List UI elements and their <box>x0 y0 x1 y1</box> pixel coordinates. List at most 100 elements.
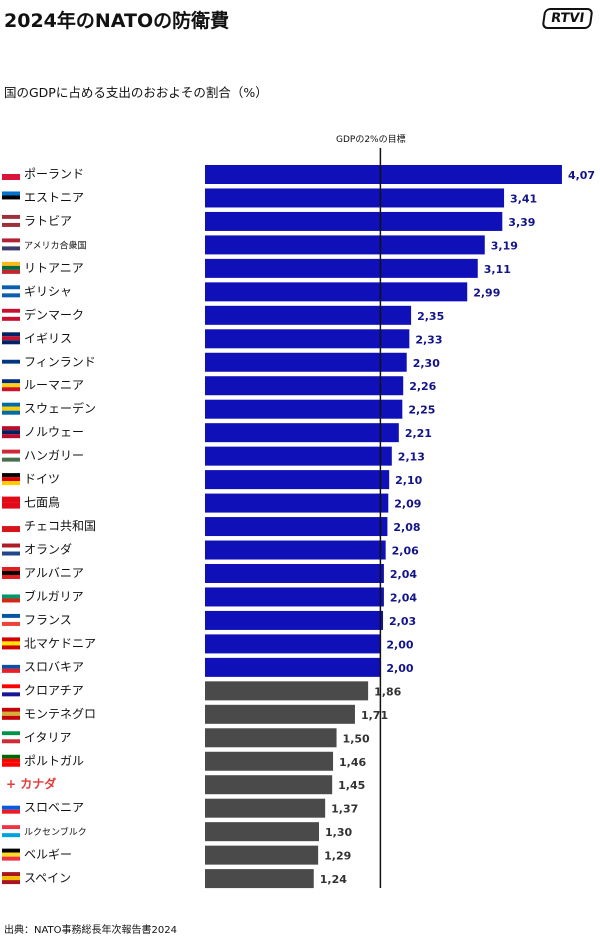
flag-icon-stripe <box>2 574 20 579</box>
value-label: 2,00 <box>386 662 413 675</box>
value-label: 1,86 <box>374 685 401 698</box>
flag-icon-stripe <box>2 363 20 368</box>
flag-icon-stripe <box>2 453 20 458</box>
bar <box>205 188 505 208</box>
flag-icon-stripe <box>2 316 20 321</box>
country-label: ベルギー <box>24 848 72 862</box>
flag-icon-stripe <box>2 637 20 642</box>
flag-icon-stripe <box>2 387 20 392</box>
flag-icon-stripe <box>2 645 20 650</box>
flag-icon-stripe <box>2 688 20 693</box>
bar <box>205 305 412 325</box>
value-label: 4,07 <box>568 169 595 182</box>
flag-icon-stripe <box>2 876 20 881</box>
value-label: 1,24 <box>320 873 347 886</box>
country-label: スウェーデン <box>24 401 96 416</box>
bar <box>205 493 389 513</box>
flag-icon-stripe <box>2 174 20 180</box>
flag-icon-stripe <box>2 520 20 527</box>
bar <box>205 258 478 278</box>
flag-icon-stripe <box>2 739 20 744</box>
country-label: オランダ <box>24 542 72 557</box>
flag-icon-stripe <box>2 402 20 407</box>
flag-icon-stripe <box>2 566 20 571</box>
flag-icon-stripe <box>2 383 20 388</box>
value-label: 2,30 <box>413 357 440 370</box>
flag-icon-stripe <box>2 410 20 415</box>
flag-icon-stripe <box>2 332 20 337</box>
bar <box>205 470 390 490</box>
flag-icon-stripe <box>2 641 20 646</box>
value-label: 1,71 <box>361 709 388 722</box>
country-label: リトアニア <box>24 261 84 275</box>
flag-icon-stripe <box>2 308 20 313</box>
bar <box>205 798 326 818</box>
flag-icon-stripe <box>2 473 20 478</box>
bar <box>205 610 384 630</box>
country-label: チェコ共和国 <box>24 519 96 533</box>
bar <box>205 704 355 724</box>
country-label: アメリカ合衆国 <box>24 239 87 251</box>
reference-line-label: GDPの2%の目標 <box>336 135 406 145</box>
flag-icon-stripe <box>2 359 20 364</box>
flag-icon-stripe <box>2 551 20 556</box>
value-label: 2,09 <box>394 498 421 511</box>
value-label: 2,04 <box>390 568 417 581</box>
value-label: 1,50 <box>343 732 370 745</box>
flag-icon-stripe <box>2 265 20 270</box>
source-note: 出典：NATO事務総長年次報告書2024 <box>4 925 177 936</box>
flag-icon-stripe <box>2 872 20 877</box>
flag-icon-stripe <box>2 218 20 223</box>
value-label: 2,03 <box>389 615 416 628</box>
value-label: 3,41 <box>510 192 537 205</box>
value-label: 2,13 <box>398 451 425 464</box>
flag-icon-stripe <box>2 707 20 712</box>
bar <box>205 822 320 842</box>
bar <box>205 681 369 701</box>
flag-icon-stripe <box>2 214 20 219</box>
flag-icon-stripe <box>2 238 20 243</box>
country-label: フィンランド <box>24 355 96 369</box>
flag-icon-stripe <box>2 754 20 759</box>
country-label: ギリシャ <box>24 284 72 298</box>
value-label: 2,08 <box>393 521 420 534</box>
country-label: スロベニア <box>24 801 84 815</box>
flag-icon-stripe <box>2 430 20 435</box>
flag-icon-stripe <box>2 692 20 697</box>
country-label: ポーランド <box>24 167 84 181</box>
country-label: クロアチア <box>24 683 84 697</box>
country-label: スロバキア <box>24 660 84 674</box>
flag-icon-stripe <box>2 261 20 266</box>
country-label: ハンガリー <box>24 449 84 463</box>
country-label: エストニア <box>24 190 84 204</box>
bar <box>205 775 333 795</box>
flag-icon-stripe <box>2 801 20 806</box>
bar <box>205 399 403 419</box>
value-label: 2,00 <box>386 638 413 651</box>
flag-icon-stripe <box>2 289 20 294</box>
flag-icon-stripe <box>2 805 20 810</box>
flag-icon-stripe <box>2 355 20 360</box>
flag-icon-stripe <box>2 434 20 439</box>
bar <box>205 376 404 396</box>
country-label: ブルガリア <box>24 588 84 603</box>
flag-icon-stripe <box>2 829 20 834</box>
bar <box>205 845 319 865</box>
flag-icon-stripe <box>2 621 20 626</box>
value-label: 3,39 <box>508 216 535 229</box>
flag-icon-stripe <box>2 613 20 618</box>
flag-icon-stripe <box>2 526 20 533</box>
country-label: イタリア <box>24 730 72 744</box>
country-label: 七面鳥 <box>24 495 60 510</box>
country-label: ノルウェー <box>24 425 84 439</box>
country-label: ルクセンブルク <box>24 826 87 838</box>
country-label: スペイン <box>24 871 71 885</box>
flag-icon-stripe <box>2 222 20 227</box>
country-label: イギリス <box>24 331 72 345</box>
flag-icon-stripe <box>2 715 20 720</box>
bar <box>205 634 381 654</box>
bar <box>205 563 384 583</box>
flag-icon-stripe <box>2 426 20 431</box>
flag-icon-stripe <box>2 406 20 411</box>
